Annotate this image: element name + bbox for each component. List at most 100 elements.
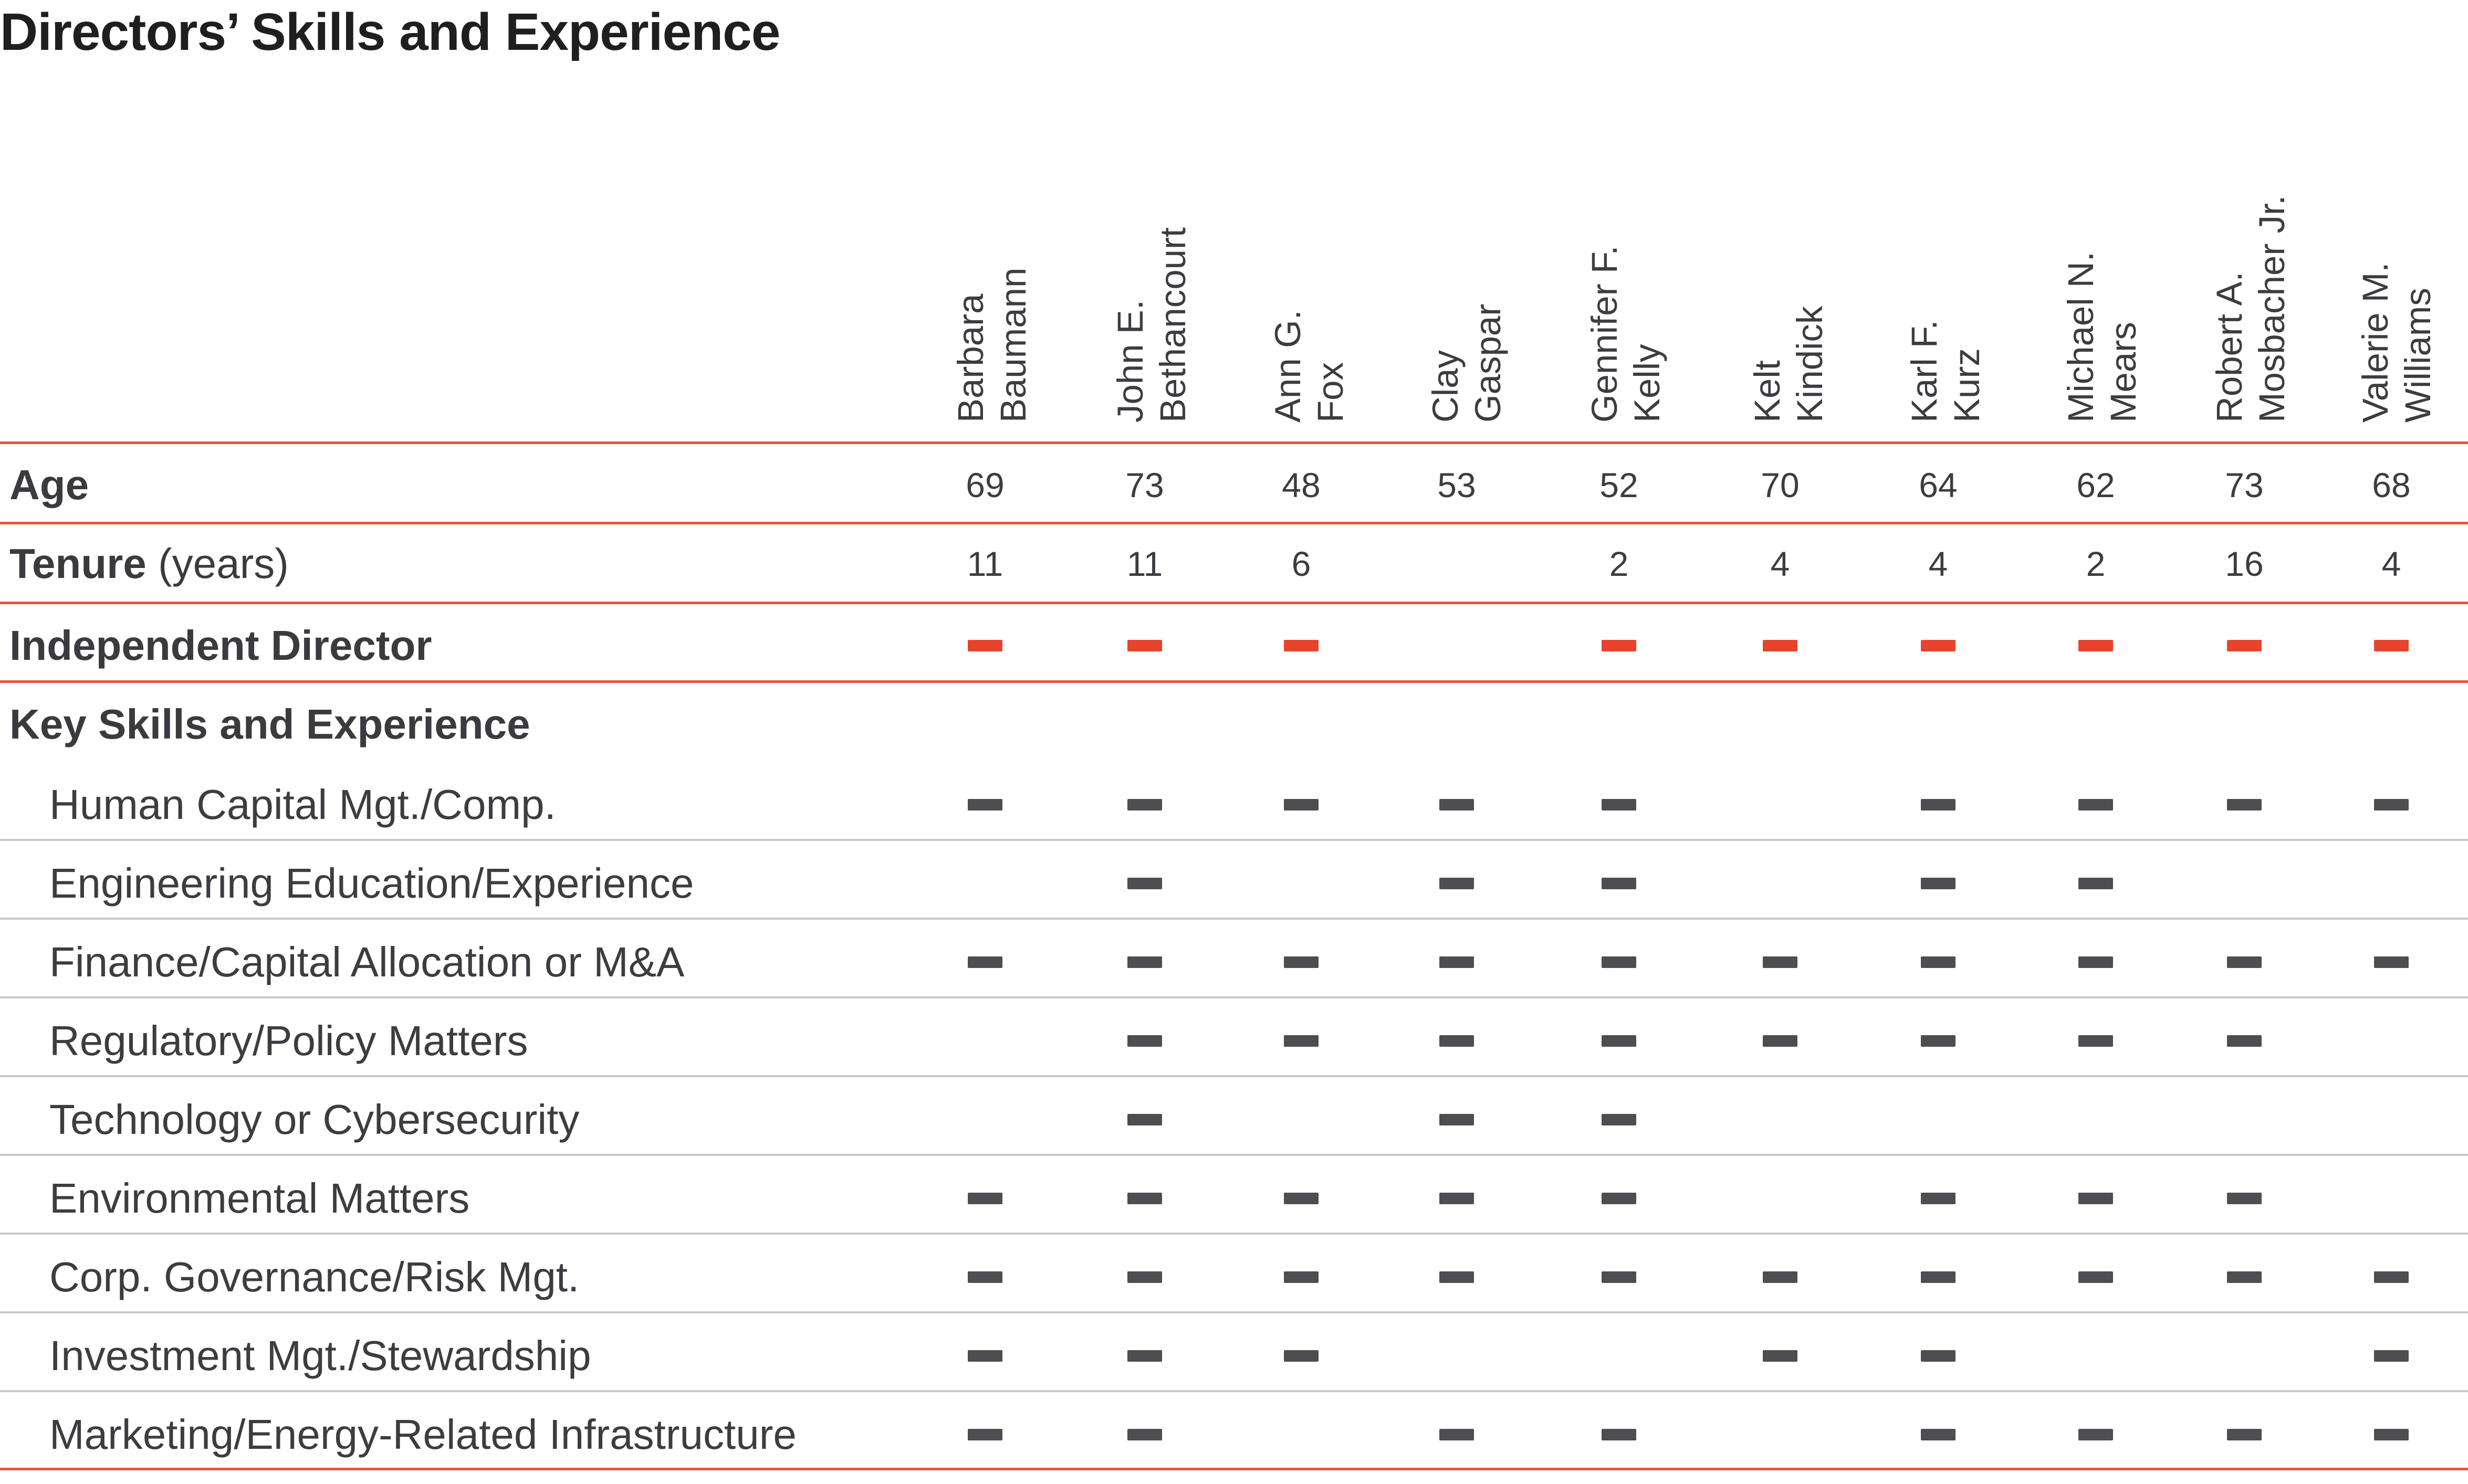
skill-mark: [1763, 1035, 1797, 1047]
skill-row-label: Human Capital Mgt./Comp.: [49, 781, 556, 828]
skill-mark: [1921, 799, 1955, 811]
row-divider: [0, 1468, 2468, 1470]
skill-mark: [1439, 956, 1474, 968]
tenure-value: 11: [967, 544, 1003, 583]
director-first-name: Barbara: [950, 293, 991, 423]
row-divider: [0, 1233, 2468, 1235]
skill-mark: [1284, 1193, 1319, 1204]
independent-mark: [2374, 640, 2409, 651]
skill-mark: [2374, 1429, 2409, 1440]
tenure-row-label: Tenure (years): [9, 540, 289, 587]
skill-mark: [968, 799, 1002, 811]
skill-mark: [1921, 1271, 1955, 1283]
row-divider: [0, 996, 2468, 998]
skill-mark: [1439, 1114, 1474, 1125]
age-value: 73: [2225, 466, 2264, 504]
skills-section-heading: Key Skills and Experience: [9, 701, 530, 748]
skill-mark: [2374, 1350, 2409, 1362]
age-value: 53: [1437, 466, 1476, 504]
director-last-name: Gaspar: [1468, 303, 1508, 423]
skill-mark: [1127, 799, 1162, 811]
age-row-label: Age: [9, 461, 89, 509]
tenure-value: 2: [1609, 544, 1629, 583]
independent-mark: [2227, 640, 2262, 651]
skill-mark: [2374, 1271, 2409, 1283]
director-last-name: Bethancourt: [1153, 227, 1193, 423]
age-value: 69: [966, 466, 1005, 504]
director-name-header: Gennifer F. Kelly: [1583, 246, 1668, 423]
skill-mark: [1284, 1271, 1319, 1283]
skill-mark: [1439, 1271, 1474, 1283]
skill-mark: [1284, 1035, 1319, 1047]
skill-mark: [1921, 878, 1955, 889]
skill-mark: [1602, 799, 1636, 811]
row-divider: [0, 441, 2468, 444]
skill-mark: [1439, 799, 1474, 811]
skill-row-label: Marketing/Energy-Related Infrastructure: [49, 1411, 797, 1458]
tenure-units-label: (years): [158, 540, 289, 587]
row-divider: [0, 1311, 2468, 1313]
skill-mark: [2078, 878, 2113, 889]
director-name-header: John E. Bethancourt: [1109, 227, 1194, 423]
director-first-name: Robert A.: [2209, 271, 2250, 423]
age-value: 68: [2372, 466, 2411, 504]
skill-mark: [968, 1429, 1002, 1440]
skill-mark: [1127, 1035, 1162, 1047]
skill-mark: [2078, 799, 2113, 811]
director-first-name: Michael N.: [2061, 251, 2101, 423]
age-value: 70: [1761, 466, 1800, 504]
age-row-label-text: Age: [9, 461, 89, 508]
skill-row-label: Investment Mgt./Stewardship: [49, 1332, 591, 1379]
skill-mark: [1439, 1429, 1474, 1440]
skill-mark: [968, 1350, 1002, 1362]
row-divider: [0, 918, 2468, 920]
director-first-name: Kelt: [1747, 360, 1787, 423]
director-last-name: Kelly: [1627, 344, 1667, 423]
director-first-name: Karl F.: [1904, 320, 1944, 423]
independent-mark: [1921, 640, 1955, 651]
tenure-value: 4: [1770, 544, 1790, 583]
independent-row-label: Independent Director: [9, 622, 432, 669]
tenure-value: 4: [1928, 544, 1948, 583]
row-divider: [0, 1390, 2468, 1392]
director-name-header: Ann G. Fox: [1267, 310, 1352, 423]
skill-mark: [2078, 1193, 2113, 1204]
director-first-name: Clay: [1425, 350, 1466, 423]
independent-mark: [1763, 640, 1797, 651]
skill-row-label: Corp. Governance/Risk Mgt.: [49, 1254, 580, 1300]
director-last-name: Baumann: [993, 267, 1033, 423]
skill-mark: [2078, 1429, 2113, 1440]
row-divider: [0, 602, 2468, 604]
skill-mark: [968, 1271, 1002, 1283]
director-first-name: Gennifer F.: [1584, 245, 1625, 423]
independent-mark: [968, 640, 1002, 651]
skill-mark: [1284, 1350, 1319, 1362]
skill-mark: [2374, 956, 2409, 968]
director-name-header: Robert A. Mosbacher Jr.: [2208, 195, 2293, 423]
skill-mark: [1921, 1350, 1955, 1362]
skill-mark: [968, 1193, 1002, 1204]
skill-mark: [2078, 956, 2113, 968]
skill-mark: [1127, 878, 1162, 889]
row-divider: [0, 680, 2468, 683]
tenure-value: 4: [2381, 544, 2401, 583]
director-last-name: Kindick: [1790, 306, 1830, 423]
skill-mark: [1602, 1429, 1636, 1440]
skill-mark: [1921, 1035, 1955, 1047]
independent-mark: [1127, 640, 1162, 651]
independent-row-label-text: Independent Director: [9, 622, 432, 669]
director-last-name: Mosbacher Jr.: [2252, 195, 2292, 423]
director-last-name: Mears: [2103, 322, 2143, 423]
age-value: 52: [1599, 466, 1638, 504]
skill-mark: [2227, 1429, 2262, 1440]
director-name-header: Michael N. Mears: [2059, 251, 2145, 423]
skill-mark: [1439, 878, 1474, 889]
skill-mark: [2227, 799, 2262, 811]
director-name-header: Clay Gaspar: [1424, 304, 1509, 423]
age-value: 73: [1125, 466, 1164, 504]
age-value: 48: [1282, 466, 1321, 504]
tenure-value: 6: [1291, 544, 1311, 583]
tenure-value: 11: [1126, 544, 1163, 583]
skill-mark: [1602, 1193, 1636, 1204]
skill-mark: [1439, 1193, 1474, 1204]
